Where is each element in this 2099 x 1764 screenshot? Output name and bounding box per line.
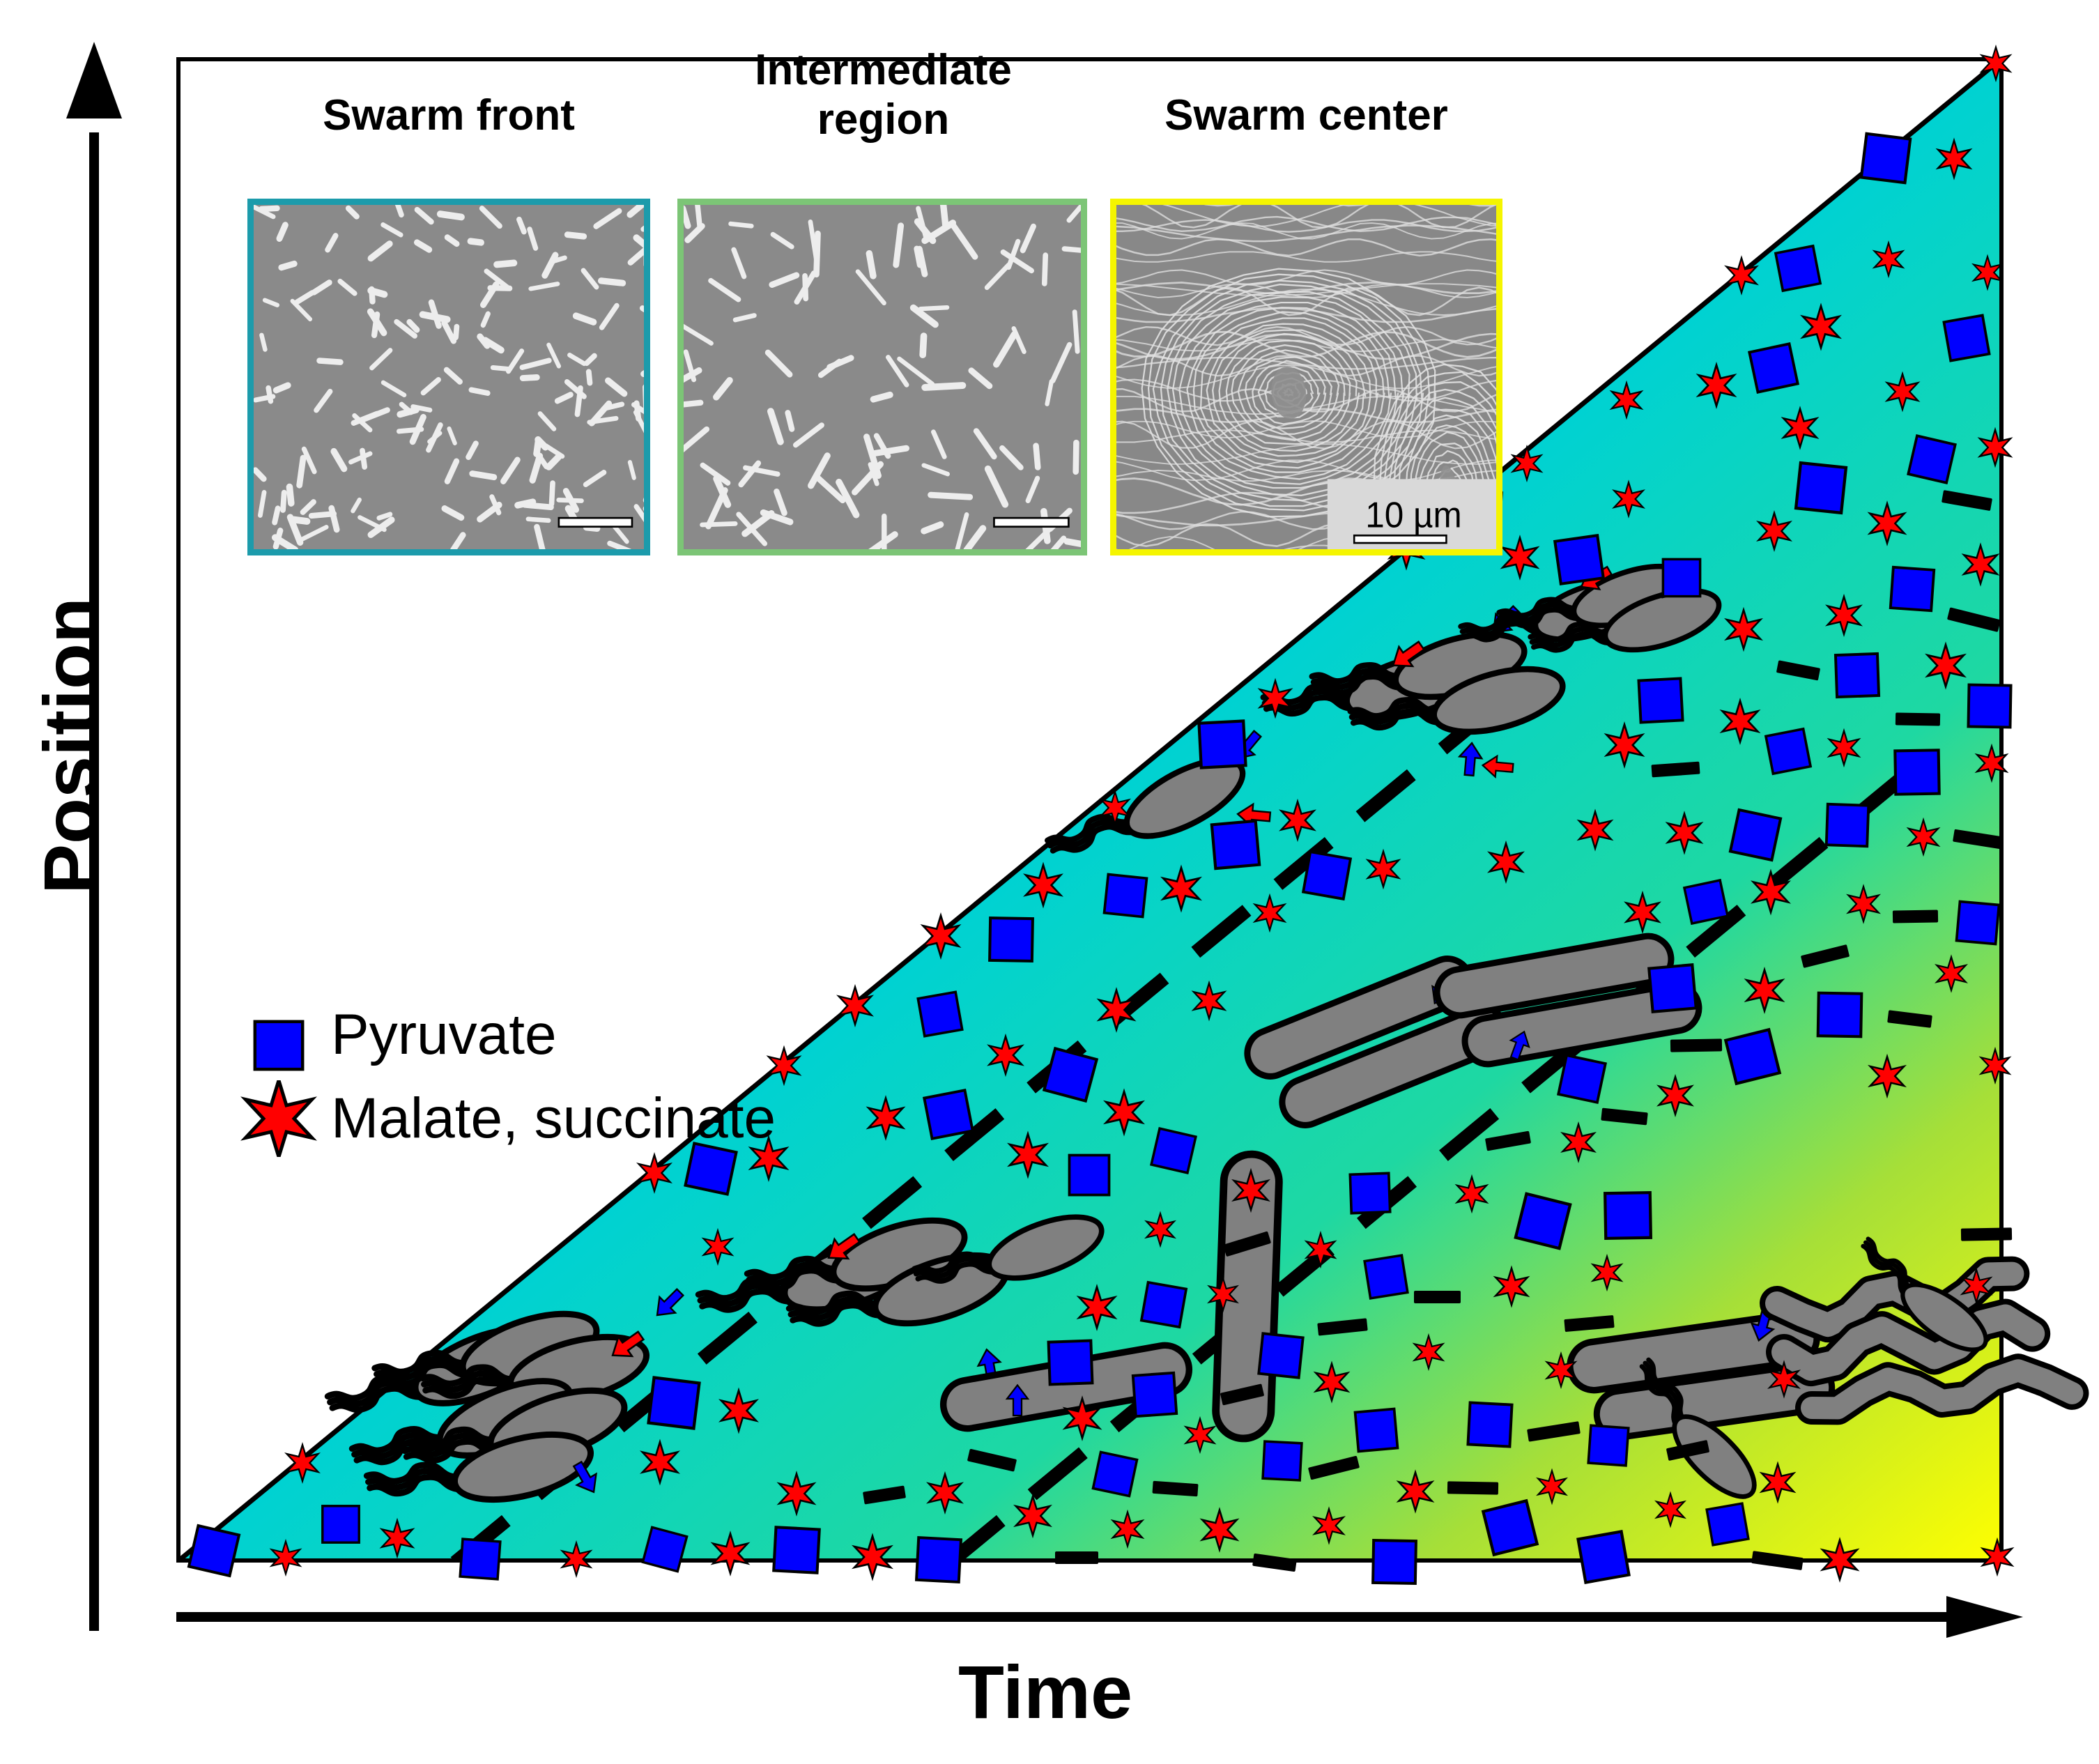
svg-text:10 µm: 10 µm [1365,494,1461,535]
